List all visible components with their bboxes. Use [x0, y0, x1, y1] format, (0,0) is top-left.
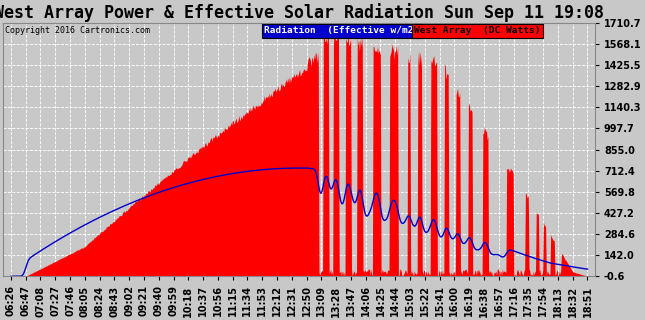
Text: Radiation  (Effective w/m2): Radiation (Effective w/m2) — [264, 27, 419, 36]
Text: Copyright 2016 Cartronics.com: Copyright 2016 Cartronics.com — [5, 27, 150, 36]
Text: West Array  (DC Watts): West Array (DC Watts) — [415, 27, 541, 36]
Title: West Array Power & Effective Solar Radiation Sun Sep 11 19:08: West Array Power & Effective Solar Radia… — [0, 4, 604, 22]
